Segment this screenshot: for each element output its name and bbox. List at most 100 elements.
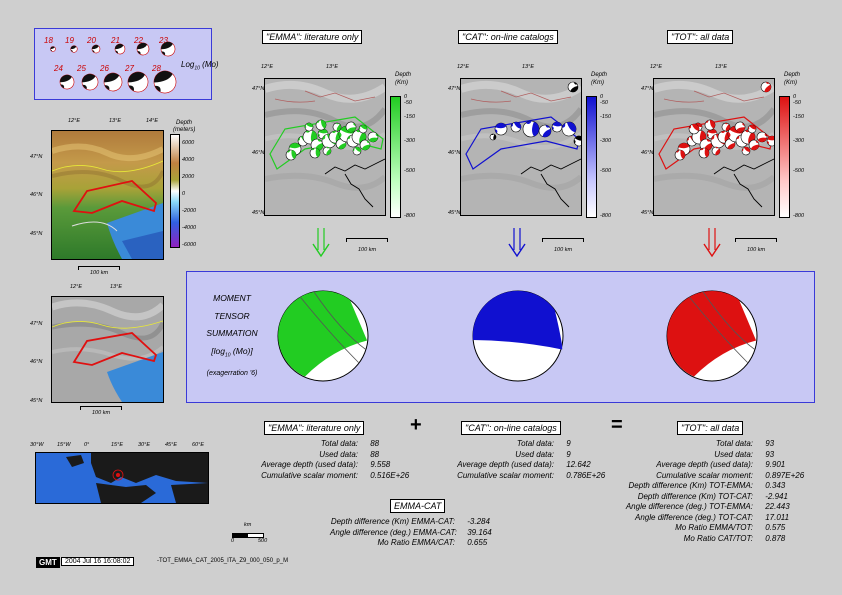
- focal-mechanism: [567, 81, 579, 93]
- magnitude-ball: [59, 74, 75, 90]
- tick-lon: 12°E: [650, 64, 662, 70]
- tick-lon: 13°E: [715, 64, 727, 70]
- depth-scale-unit: (Km): [395, 80, 408, 86]
- stat-row: Depth difference (Km) TOT-CAT: -2.941: [618, 492, 808, 503]
- scalebar-100km: [735, 238, 777, 242]
- focal-mechanism: [741, 146, 751, 156]
- focal-mechanism: [674, 149, 686, 161]
- stat-row: Cumulative scalar moment: 0.897E+26: [618, 471, 808, 482]
- focal-mechanism: [711, 146, 721, 156]
- tick-lon: 13°E: [522, 64, 534, 70]
- tick-lat: 47°N: [641, 86, 654, 92]
- regional-topo-map-group: 12°E 13°E 14°E 47°N 46°N 45°N: [30, 118, 210, 278]
- topo-tick: 6000: [182, 140, 195, 146]
- emma-cat-title: EMMA-CAT: [390, 499, 446, 513]
- summed-beachball-cat: [472, 290, 564, 382]
- summation-beachballs: [277, 290, 758, 382]
- depth-tick: 0: [793, 94, 797, 100]
- depth-tick: -150: [793, 114, 805, 120]
- depth-tick: -300: [404, 138, 416, 144]
- topo-scale-title: Depth: [176, 120, 193, 126]
- tick-lon: 13°E: [110, 284, 122, 290]
- scalebar-100km: [78, 266, 120, 270]
- world-location-map-group: 30°W 15°W 0° 15°E 30°E 45°E 60°E: [30, 440, 212, 504]
- stat-label: Used data:: [515, 449, 554, 459]
- world-tick-lon: 15°E: [111, 442, 123, 448]
- topo-colorbar: [170, 134, 180, 248]
- stat-row: Cumulative scalar moment: 0.786E+26: [436, 471, 606, 482]
- magnitude-label: 26: [99, 64, 109, 73]
- cat-depth-colorbar: [586, 96, 597, 218]
- depth-tick: -300: [793, 138, 805, 144]
- magnitude-label: 18: [44, 36, 53, 45]
- scalebar-100km: [346, 238, 388, 242]
- focal-mechanism: [489, 133, 497, 141]
- scalebar-label: 100 km: [358, 247, 377, 253]
- stat-label: Mo Ratio EMMA/CAT:: [377, 538, 456, 547]
- scalebar-label: 100 km: [747, 247, 766, 253]
- stat-value: 9: [566, 439, 571, 448]
- down-arrow: [703, 228, 721, 258]
- focal-mechanism: [756, 131, 768, 143]
- topo-tick: 2000: [182, 174, 195, 180]
- gmt-timestamp: 2004 Jul 16 16:08:02: [61, 557, 135, 566]
- stat-value: 0.343: [765, 481, 786, 490]
- cat-stats: Total data: 9 Used data: 9 Average depth (…: [436, 439, 606, 481]
- cat-stats-title: "CAT": on-line catalogs: [461, 421, 561, 435]
- stat-value: 17.011: [765, 512, 790, 522]
- tick-lon: 14°E: [146, 118, 158, 124]
- down-arrow: [312, 228, 330, 258]
- stat-row: Total data: 9: [436, 439, 606, 450]
- magnitude-ball: [70, 45, 78, 53]
- focal-mechanism: [561, 121, 577, 137]
- cat-panel-title: "CAT": on-line catalogs: [458, 30, 558, 44]
- magnitude-ball: [127, 71, 149, 93]
- stat-label: Angle difference (deg.) TOT-EMMA:: [625, 502, 753, 511]
- depth-scale-title: Depth: [591, 72, 608, 78]
- stat-label: Cumulative scalar moment:: [261, 470, 358, 480]
- depth-scale-unit: (Km): [784, 80, 797, 86]
- stat-value: 39.164: [467, 527, 492, 537]
- focal-mechanism: [309, 147, 321, 159]
- stat-label: Cumulative scalar moment:: [656, 470, 753, 480]
- focal-mechanism: [304, 122, 314, 132]
- focal-mechanism: [522, 120, 540, 138]
- magnitude-ball: [136, 42, 150, 56]
- stat-value: 9: [566, 449, 571, 459]
- focal-mechanism: [510, 121, 522, 133]
- tick-lon: 12°E: [68, 118, 80, 124]
- stat-value: 88: [370, 439, 380, 448]
- tick-lat: 46°N: [30, 192, 43, 198]
- depth-tick: -50: [600, 100, 608, 106]
- depth-tick: 0: [404, 94, 408, 100]
- tot-depth-colorbar: [779, 96, 790, 218]
- magnitude-label: 21: [110, 36, 120, 45]
- stat-row: Average depth (used data): 9.558: [240, 460, 410, 471]
- stat-value: 9.901: [765, 460, 786, 469]
- tick-lat: 46°N: [252, 150, 265, 156]
- magnitude-axis-label: Log10 (Mo): [181, 60, 219, 72]
- scalebar-label: 100 km: [554, 247, 573, 253]
- focal-mechanism: [760, 81, 772, 93]
- world-tick-lon: 0°: [84, 442, 90, 448]
- focal-mechanism: [766, 135, 774, 147]
- stat-label: Used data:: [319, 449, 358, 459]
- topo-tick: -2000: [182, 208, 197, 214]
- gmt-filename: -TOT_EMMA_CAT_2005_ITA_Z9_000_050_p_M: [157, 558, 289, 564]
- magnitude-label: 25: [76, 64, 86, 73]
- tick-lat: 47°N: [30, 154, 43, 160]
- stat-row: Cumulative scalar moment: 0.516E+26: [240, 471, 410, 482]
- stat-label: Used data:: [714, 449, 753, 459]
- stat-label: Angle difference (deg.) TOT-CAT:: [635, 512, 753, 522]
- tick-lat: 45°N: [641, 210, 654, 216]
- focal-mechanism: [704, 119, 716, 131]
- depth-tick: -800: [793, 213, 805, 219]
- magnitude-ball: [153, 70, 177, 94]
- topo-tick: 0: [182, 191, 186, 197]
- focal-mechanism: [345, 121, 357, 133]
- world-tick-lon: 30°W: [30, 442, 44, 448]
- topo-tick: -6000: [182, 242, 197, 248]
- stat-row: Depth difference (Km) TOT-EMMA: 0.343: [618, 481, 808, 492]
- tick-lat: 46°N: [641, 150, 654, 156]
- magnitude-ball: [160, 41, 176, 57]
